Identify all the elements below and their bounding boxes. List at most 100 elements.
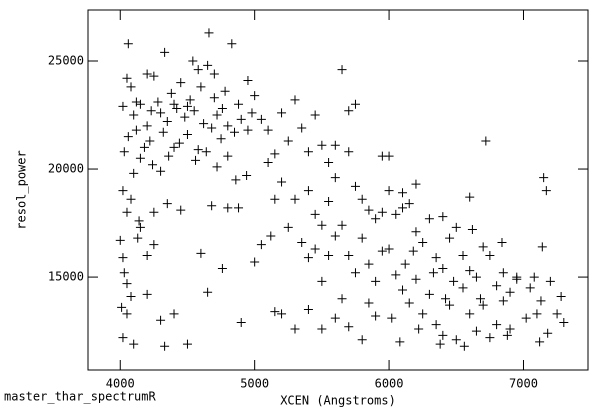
- point: [156, 315, 166, 325]
- point: [146, 106, 156, 116]
- point: [459, 341, 469, 351]
- point: [330, 173, 340, 183]
- point: [428, 268, 438, 278]
- point: [471, 272, 481, 282]
- point: [465, 309, 475, 319]
- point: [424, 289, 434, 299]
- point: [431, 253, 441, 263]
- point: [126, 82, 136, 92]
- point: [317, 276, 327, 286]
- point: [371, 214, 381, 224]
- point: [324, 158, 334, 168]
- point: [126, 292, 136, 302]
- point: [297, 123, 307, 133]
- point: [344, 106, 354, 116]
- point: [193, 65, 203, 75]
- point: [438, 263, 448, 273]
- point: [297, 238, 307, 248]
- point: [344, 147, 354, 157]
- point: [481, 136, 491, 146]
- point: [371, 311, 381, 321]
- point: [505, 324, 515, 334]
- point: [122, 207, 132, 217]
- point: [142, 69, 152, 79]
- point: [142, 289, 152, 299]
- point: [247, 108, 257, 118]
- point: [131, 97, 141, 107]
- point: [270, 194, 280, 204]
- point: [133, 233, 143, 243]
- point: [310, 110, 320, 120]
- point: [438, 330, 448, 340]
- point: [204, 28, 214, 38]
- point: [290, 324, 300, 334]
- point: [176, 205, 186, 215]
- x-axis-label: XCEN (Angstroms): [280, 394, 396, 408]
- point: [445, 300, 455, 310]
- point: [290, 194, 300, 204]
- point: [441, 294, 451, 304]
- point: [169, 99, 179, 109]
- point: [398, 285, 408, 295]
- point: [217, 104, 227, 114]
- point: [418, 309, 428, 319]
- point: [122, 73, 132, 83]
- plot-frame: [87, 9, 589, 371]
- point: [391, 209, 401, 219]
- point: [158, 127, 168, 137]
- point: [209, 69, 219, 79]
- x-tick-label: 5000: [240, 377, 269, 391]
- point: [387, 313, 397, 323]
- point: [209, 93, 219, 103]
- point: [384, 186, 394, 196]
- point: [139, 142, 149, 152]
- point: [485, 333, 495, 343]
- point: [142, 250, 152, 260]
- point: [502, 330, 512, 340]
- point: [458, 250, 468, 260]
- point: [230, 127, 240, 137]
- point: [330, 231, 340, 241]
- point: [203, 60, 213, 70]
- point: [545, 276, 555, 286]
- point: [400, 259, 410, 269]
- point: [223, 203, 233, 213]
- point: [160, 341, 170, 351]
- point: [129, 339, 139, 349]
- point: [539, 173, 549, 183]
- point: [317, 324, 327, 334]
- x-tick-label: 6000: [375, 377, 404, 391]
- point: [148, 160, 158, 170]
- point: [475, 294, 485, 304]
- point: [176, 78, 186, 88]
- point: [149, 71, 159, 81]
- point: [498, 268, 508, 278]
- point: [414, 324, 424, 334]
- chart-title: master_thar_spectrumR: [4, 390, 156, 404]
- point: [169, 309, 179, 319]
- point: [201, 147, 211, 157]
- y-tick-label: 25000: [48, 53, 84, 67]
- point: [196, 82, 206, 92]
- point: [277, 108, 287, 118]
- point: [411, 179, 421, 189]
- point: [188, 56, 198, 66]
- point: [129, 168, 139, 178]
- point: [512, 274, 522, 284]
- point: [471, 326, 481, 336]
- point: [310, 209, 320, 219]
- point: [337, 294, 347, 304]
- point: [435, 339, 445, 349]
- y-tick-label: 15000: [48, 270, 84, 284]
- point: [234, 203, 244, 213]
- point: [212, 110, 222, 120]
- point: [162, 117, 172, 127]
- point: [290, 95, 300, 105]
- point: [303, 147, 313, 157]
- point: [377, 207, 387, 217]
- point: [543, 328, 553, 338]
- point: [149, 240, 159, 250]
- point: [398, 188, 408, 198]
- point: [263, 158, 273, 168]
- point: [324, 196, 334, 206]
